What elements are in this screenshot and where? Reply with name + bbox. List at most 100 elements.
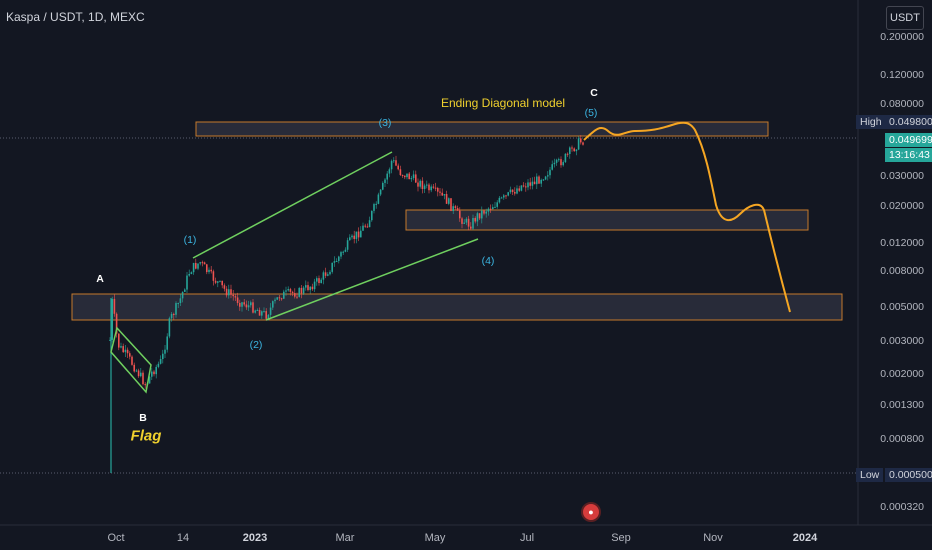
wave-2-label[interactable]: (2): [249, 339, 263, 351]
candle-body: [558, 159, 560, 161]
price-axis-label: 0.120000: [880, 69, 924, 81]
candle-body: [355, 231, 358, 240]
price-axis-label: 0.000800: [880, 433, 924, 445]
candle-body: [346, 240, 349, 250]
candle-body: [118, 333, 120, 348]
candle-body: [582, 142, 584, 145]
candle-body: [298, 287, 300, 297]
candle-body: [280, 298, 283, 300]
candle-body: [566, 153, 569, 155]
candle-body: [454, 206, 457, 209]
candle-body: [357, 231, 360, 238]
time-axis-label: 2024: [792, 532, 818, 544]
candle-body: [272, 301, 274, 308]
candle-body: [362, 225, 364, 231]
label-a[interactable]: A: [96, 273, 104, 285]
candle-body: [291, 291, 294, 294]
candle-body: [481, 210, 483, 219]
symbol-header[interactable]: Kaspa / USDT, 1D, MEXC: [6, 10, 145, 24]
support-zone-mid[interactable]: [405, 209, 809, 231]
candle-body: [243, 302, 245, 305]
candle-body: [324, 272, 327, 276]
candle-body: [206, 264, 208, 273]
candle-body: [313, 281, 316, 290]
candle-body: [395, 160, 397, 166]
candle-body: [415, 174, 417, 183]
candle-body: [333, 261, 336, 263]
candle-body: [371, 210, 373, 221]
candle-body: [307, 285, 309, 291]
wave-5-label[interactable]: (5): [584, 107, 598, 119]
candle-body: [285, 290, 287, 292]
countdown-tag: 13:16:43: [885, 148, 932, 162]
candle-body: [498, 197, 501, 203]
candle-body: [428, 184, 430, 191]
wave-3-label[interactable]: (3): [378, 117, 392, 129]
candle-body: [351, 235, 353, 238]
candle-body: [318, 278, 320, 284]
candle-body: [573, 148, 575, 152]
candle-body: [560, 159, 562, 166]
label-c[interactable]: C: [590, 87, 598, 99]
candle-body: [342, 251, 344, 253]
candle-body: [384, 179, 386, 183]
resistance-zone-top[interactable]: [195, 121, 769, 137]
candle-body: [316, 278, 318, 282]
candle-body: [412, 174, 415, 179]
candle-body: [329, 271, 331, 275]
candle-body: [135, 370, 138, 372]
projection-path[interactable]: [583, 121, 791, 313]
low-tag-label: Low: [856, 468, 884, 482]
candle-body: [287, 289, 289, 291]
candle-body: [168, 318, 171, 337]
candle-body: [417, 182, 419, 187]
diagonal-upper-trendline[interactable]: [192, 151, 393, 259]
candle-body: [173, 313, 175, 315]
candle-body: [494, 206, 496, 208]
candle-body: [452, 206, 454, 211]
label-b[interactable]: B: [139, 412, 147, 424]
candle-body: [349, 237, 351, 241]
candle-body: [514, 192, 516, 194]
candle-body: [131, 356, 133, 365]
candle-body: [140, 372, 142, 377]
wave-1-label[interactable]: (1): [183, 234, 197, 246]
candle-body: [489, 208, 492, 210]
support-zone-low[interactable]: [71, 293, 843, 321]
candle-body: [377, 194, 380, 204]
candle-body: [522, 185, 525, 187]
candle-body: [256, 310, 259, 312]
flag-pattern[interactable]: [110, 326, 152, 394]
candle-body: [234, 296, 237, 298]
candle-body: [487, 208, 490, 212]
currency-button[interactable]: USDT: [886, 6, 924, 30]
flag-label[interactable]: Flag: [130, 427, 162, 445]
time-axis-label: Mar: [335, 532, 355, 544]
candle-body: [520, 185, 523, 191]
candle-body: [562, 162, 564, 166]
time-axis-label: May: [424, 532, 446, 544]
candle-body: [283, 291, 285, 299]
price-axis-label: 0.080000: [880, 98, 924, 110]
candle-body: [419, 180, 421, 187]
candle-body: [217, 281, 219, 283]
us-flag-event-icon[interactable]: ●: [581, 502, 601, 522]
model-label[interactable]: Ending Diagonal model: [440, 96, 566, 110]
diagonal-lower-trendline[interactable]: [265, 238, 479, 321]
wave-4-label[interactable]: (4): [481, 255, 495, 267]
candle-body: [126, 349, 129, 354]
candle-body: [258, 310, 261, 316]
candle-body: [190, 272, 193, 275]
candle-body: [228, 289, 230, 296]
event-icon-glyph: ●: [588, 506, 594, 517]
candle-body: [580, 138, 582, 143]
candle-body: [245, 304, 248, 308]
candle-body: [155, 366, 157, 375]
candle-body: [133, 364, 135, 372]
candle-body: [305, 285, 307, 288]
candle-body: [122, 346, 124, 353]
candle-body: [485, 211, 487, 214]
low-tag-value: 0.000500: [885, 468, 932, 482]
